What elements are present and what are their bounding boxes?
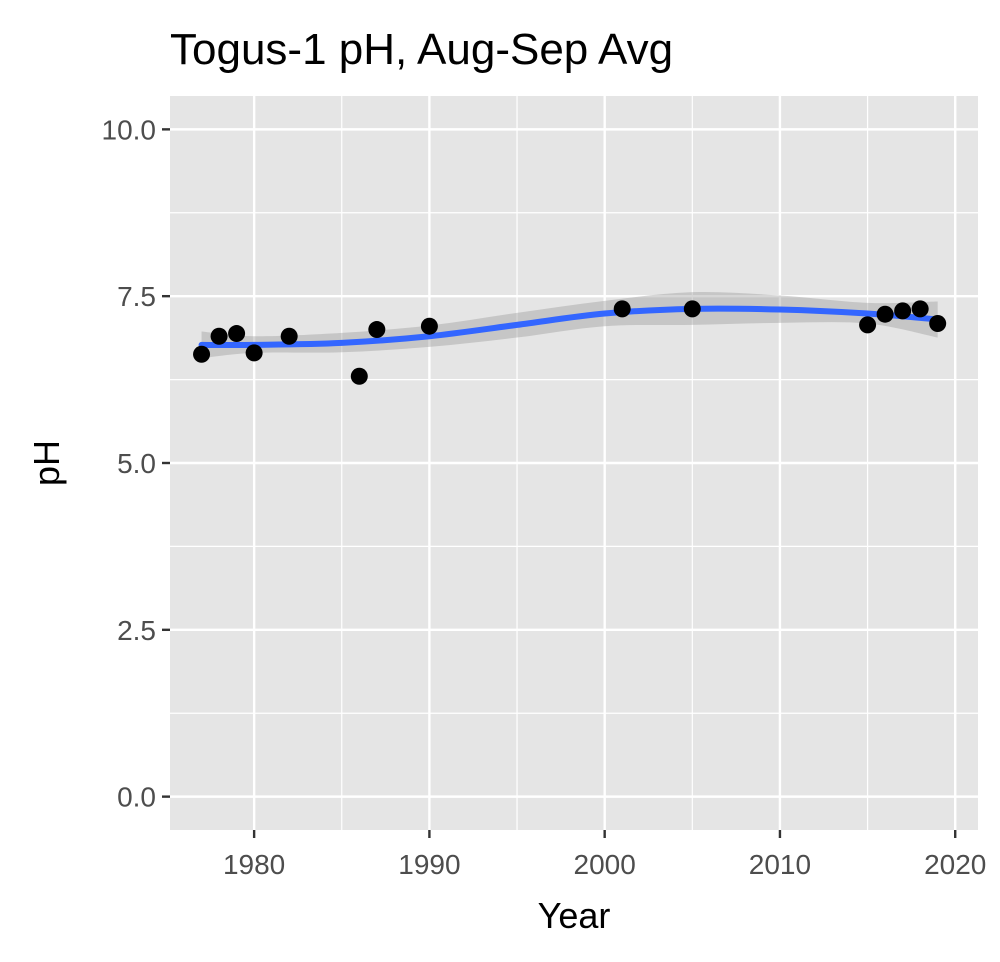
x-tick-label: 2010 [749, 849, 811, 880]
data-point [420, 317, 438, 335]
data-point [876, 305, 894, 323]
data-point [929, 315, 947, 333]
x-tick-label: 2020 [924, 849, 986, 880]
data-point [894, 302, 912, 320]
y-tick-label: 0.0 [117, 782, 156, 813]
data-point [280, 327, 298, 345]
data-point [210, 327, 228, 345]
y-tick-label: 5.0 [117, 448, 156, 479]
data-point [911, 300, 929, 318]
x-tick-label: 2000 [574, 849, 636, 880]
data-point [228, 325, 246, 343]
data-point [859, 316, 877, 334]
x-axis: 1980 1990 2000 2010 2020 [223, 830, 986, 880]
data-point [193, 345, 211, 363]
x-tick-label: 1990 [398, 849, 460, 880]
data-point [245, 344, 263, 362]
x-axis-title: Year [538, 895, 611, 936]
smooth-line [198, 305, 941, 349]
y-tick-label: 2.5 [117, 615, 156, 646]
y-axis: 0.0 2.5 5.0 7.5 10.0 [102, 114, 170, 813]
y-tick-label: 7.5 [117, 281, 156, 312]
data-point [368, 321, 386, 339]
y-tick-label: 10.0 [102, 114, 157, 145]
chart-title: Togus-1 pH, Aug-Sep Avg [170, 25, 673, 74]
data-point [683, 300, 701, 318]
data-points [193, 300, 947, 385]
x-tick-label: 1980 [223, 849, 285, 880]
y-axis-title: pH [26, 440, 67, 486]
data-point [613, 300, 631, 318]
data-point [350, 367, 368, 385]
major-gridlines [170, 96, 978, 830]
